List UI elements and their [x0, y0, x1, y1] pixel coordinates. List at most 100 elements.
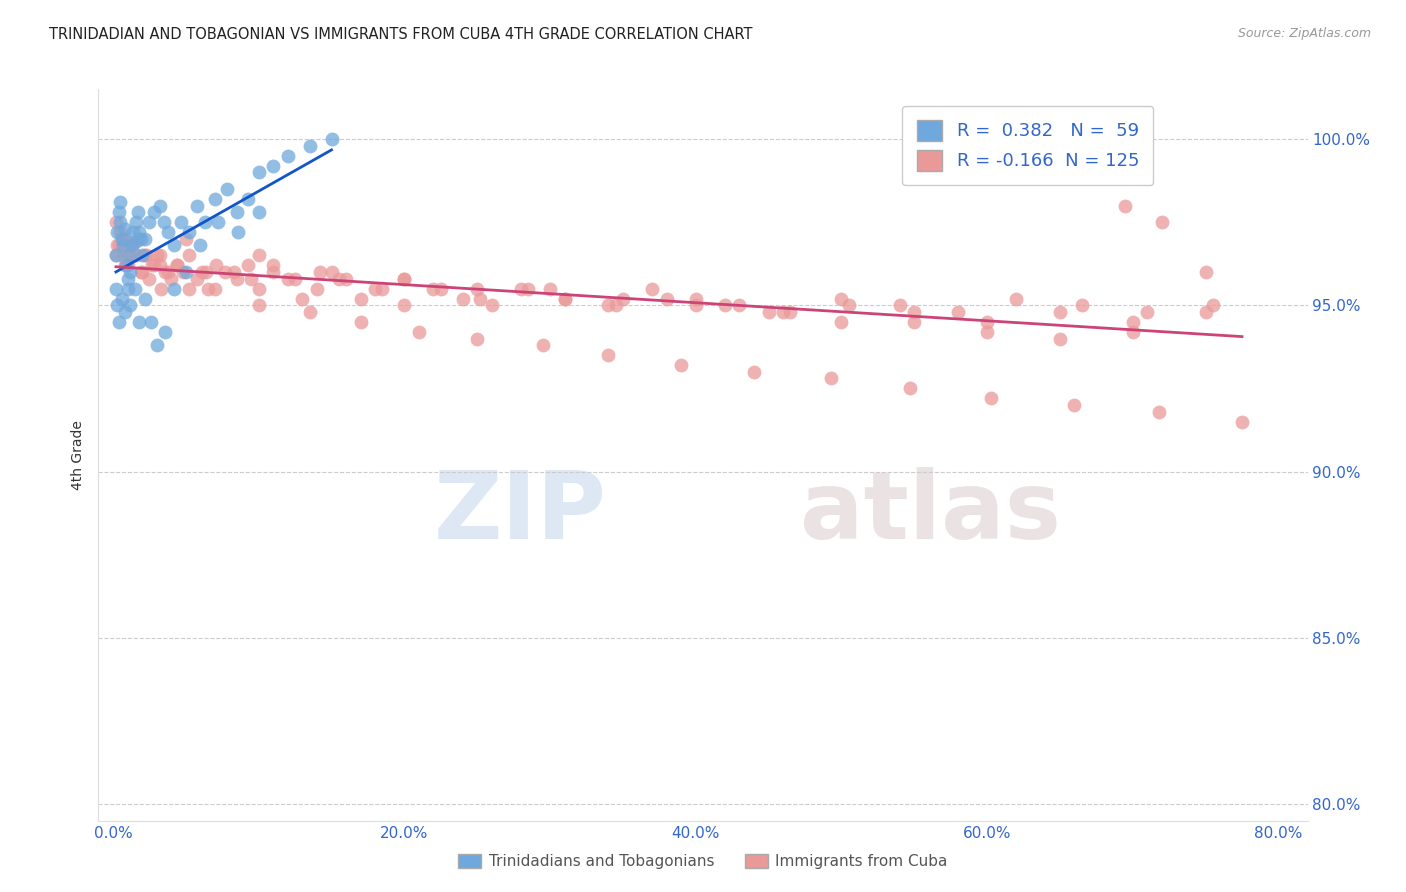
Point [127, 205, 149, 219]
Point [1114, 198, 1136, 212]
Point [350, 292, 373, 306]
Point [112, 248, 135, 262]
Point [120, 298, 142, 312]
Y-axis label: 4th Grade: 4th Grade [72, 420, 86, 490]
Point [247, 248, 270, 262]
Point [247, 205, 270, 219]
Point [215, 182, 238, 196]
Point [641, 282, 664, 296]
Point [105, 238, 128, 252]
Point [195, 265, 218, 279]
Point [177, 248, 200, 262]
Point [1202, 298, 1225, 312]
Point [110, 225, 132, 239]
Legend: Trinidadians and Tobagonians, Immigrants from Cuba: Trinidadians and Tobagonians, Immigrants… [453, 848, 953, 875]
Point [1122, 325, 1144, 339]
Point [139, 315, 162, 329]
Point [131, 265, 153, 279]
Point [820, 371, 842, 385]
Point [422, 282, 444, 296]
Point [111, 232, 134, 246]
Point [1049, 305, 1071, 319]
Point [903, 315, 925, 329]
Point [114, 305, 136, 319]
Point [112, 238, 135, 252]
Point [742, 365, 765, 379]
Point [222, 265, 245, 279]
Point [247, 298, 270, 312]
Point [194, 215, 217, 229]
Point [104, 215, 127, 229]
Point [394, 271, 416, 285]
Point [371, 282, 394, 296]
Point [117, 259, 139, 273]
Point [903, 305, 925, 319]
Point [238, 192, 260, 206]
Point [1049, 332, 1071, 346]
Point [1063, 398, 1085, 412]
Point [298, 138, 321, 153]
Point [1147, 405, 1170, 419]
Point [1230, 415, 1253, 429]
Point [174, 265, 197, 279]
Point [110, 215, 132, 229]
Point [128, 225, 150, 239]
Point [177, 282, 200, 296]
Point [197, 282, 219, 296]
Point [104, 282, 127, 296]
Point [166, 259, 188, 273]
Point [142, 205, 165, 219]
Point [190, 238, 212, 252]
Point [163, 238, 186, 252]
Point [149, 248, 172, 262]
Point [976, 325, 998, 339]
Point [394, 271, 416, 285]
Point [225, 205, 247, 219]
Point [976, 315, 998, 329]
Point [305, 282, 328, 296]
Point [980, 392, 1002, 406]
Point [160, 271, 183, 285]
Legend: R =  0.382   N =  59, R = -0.166  N = 125: R = 0.382 N = 59, R = -0.166 N = 125 [903, 105, 1153, 186]
Point [207, 215, 229, 229]
Point [685, 292, 707, 306]
Point [134, 248, 156, 262]
Point [408, 325, 430, 339]
Point [110, 195, 132, 210]
Point [150, 282, 173, 296]
Point [1194, 265, 1216, 279]
Point [124, 248, 146, 262]
Point [204, 192, 226, 206]
Point [612, 292, 634, 306]
Point [174, 232, 197, 246]
Point [321, 265, 343, 279]
Point [509, 282, 531, 296]
Point [335, 271, 357, 285]
Point [394, 298, 416, 312]
Point [166, 259, 188, 273]
Point [155, 325, 177, 339]
Point [170, 215, 193, 229]
Point [1194, 305, 1216, 319]
Point [149, 259, 172, 273]
Point [946, 305, 969, 319]
Point [104, 248, 127, 262]
Point [111, 232, 134, 246]
Point [298, 305, 321, 319]
Point [157, 225, 180, 239]
Point [531, 338, 554, 352]
Point [758, 305, 780, 319]
Point [117, 282, 139, 296]
Point [291, 292, 314, 306]
Point [163, 282, 186, 296]
Point [655, 292, 678, 306]
Point [125, 215, 148, 229]
Point [124, 235, 146, 249]
Point [117, 248, 139, 262]
Point [191, 265, 214, 279]
Point [204, 282, 226, 296]
Point [451, 292, 474, 306]
Text: atlas: atlas [800, 467, 1060, 559]
Point [772, 305, 794, 319]
Point [1150, 215, 1173, 229]
